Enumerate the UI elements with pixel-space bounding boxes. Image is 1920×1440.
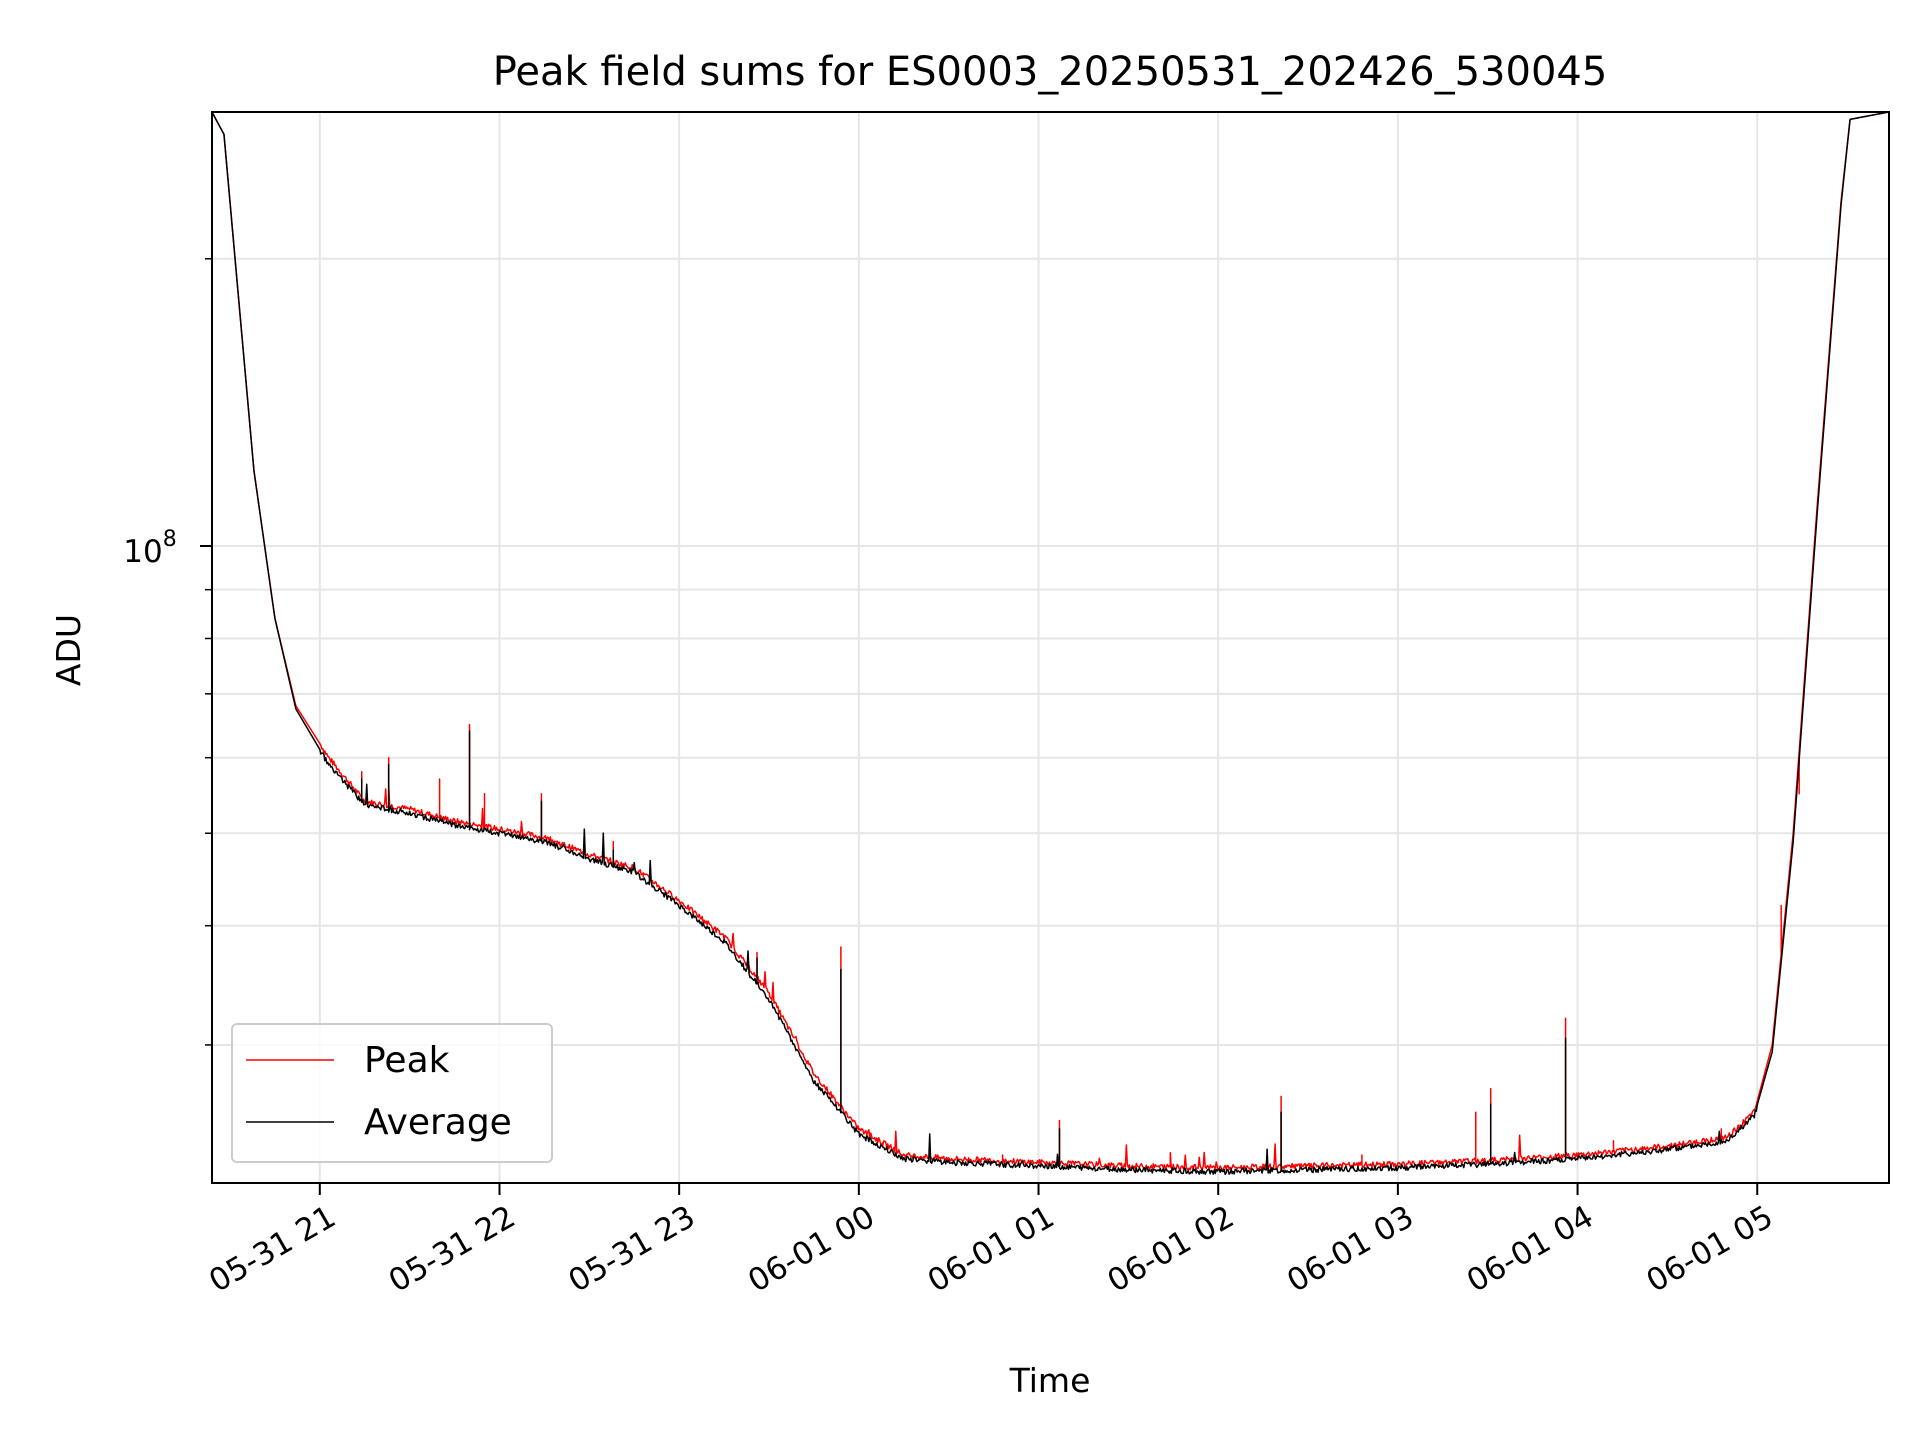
x-tick-label-8: 06-01 05 <box>1641 1199 1780 1300</box>
series-line-average <box>212 112 1889 1176</box>
x-tick-label-0: 05-31 21 <box>203 1199 342 1300</box>
plot-frame <box>211 111 1890 1184</box>
x-tick-label-1: 05-31 22 <box>383 1199 522 1300</box>
legend: Peak Average <box>231 1023 553 1163</box>
x-tick-label-2: 05-31 23 <box>562 1199 701 1300</box>
legend-label-average: Average <box>364 1102 512 1143</box>
legend-label-peak: Peak <box>364 1040 450 1081</box>
x-tick-label-6: 06-01 03 <box>1281 1199 1420 1300</box>
y-axis-label: ADU <box>49 614 88 686</box>
x-axis-label: Time <box>1009 1361 1091 1400</box>
chart-title: Peak field sums for ES0003_20250531_2024… <box>493 49 1608 95</box>
x-tick-label-3: 06-01 00 <box>742 1199 881 1300</box>
plot-background <box>212 112 1889 1183</box>
x-tick-label-5: 06-01 02 <box>1101 1199 1240 1300</box>
x-tick-label-7: 06-01 04 <box>1461 1199 1600 1300</box>
legend-box <box>231 1023 553 1163</box>
x-tick-label-4: 06-01 01 <box>922 1199 1061 1300</box>
series-group <box>212 112 1889 1176</box>
y-tick-label-0: 108 <box>123 527 176 570</box>
series-line-peak <box>212 112 1889 1172</box>
